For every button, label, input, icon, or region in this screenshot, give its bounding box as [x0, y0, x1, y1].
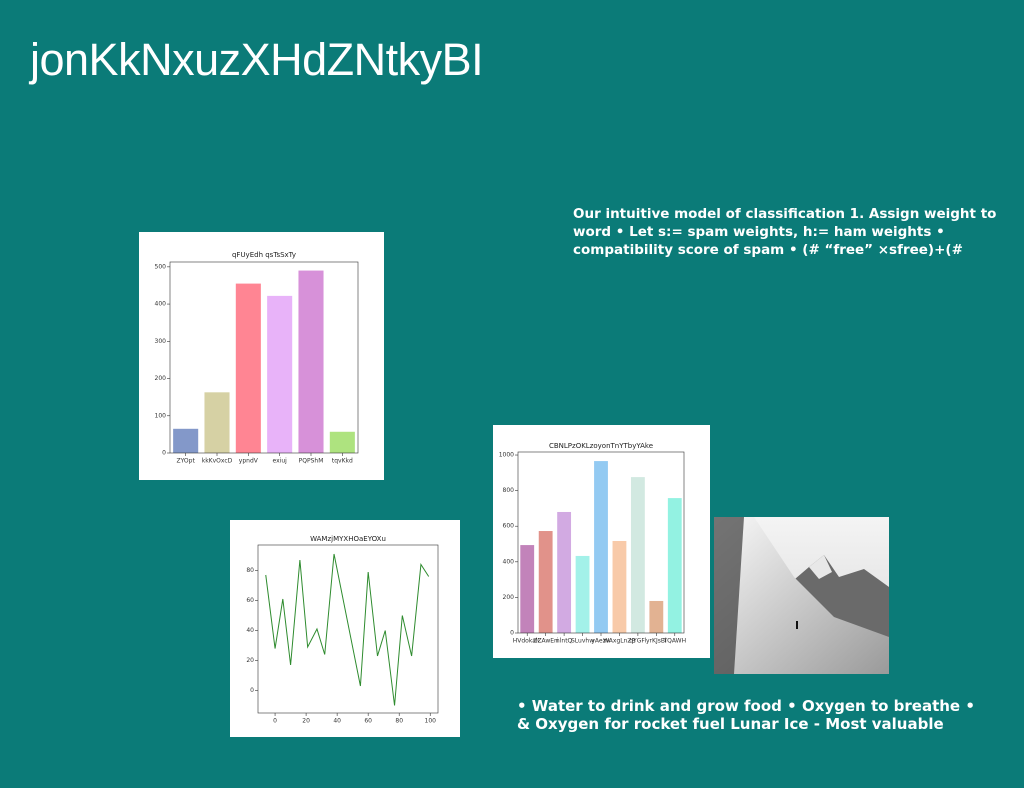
- y-tick-label: 600: [503, 523, 515, 530]
- x-tick-label: ZCAwEri: [533, 638, 558, 645]
- y-tick-label: 500: [155, 263, 167, 270]
- x-tick-label: 40: [333, 718, 341, 725]
- plot-frame: [517, 451, 685, 634]
- bar: [667, 498, 682, 633]
- bar: [575, 555, 590, 633]
- bar: [298, 270, 324, 453]
- bar: [649, 600, 664, 633]
- bar: [538, 531, 553, 633]
- x-tick-label: 80: [395, 718, 403, 725]
- chart: CBNLPzOKLzoyonTnYTbyYAke 0 200 400 600 800 100…: [493, 425, 710, 658]
- x-tick-label: 100: [425, 718, 437, 725]
- chart: qFUyEdh qsTsSxTy 0 100 200 300 400 500 ZYOpt kkK…: [139, 232, 384, 480]
- y-tick-label: 0: [250, 687, 254, 694]
- x-tick-label: ypndV: [239, 458, 259, 465]
- slide-title: jonKkNxuzXHdZNtkyBI: [30, 34, 484, 85]
- bar: [630, 477, 645, 633]
- y-tick-label: 400: [155, 301, 167, 308]
- snowcap: [809, 555, 832, 579]
- x-tick-label: 0: [273, 718, 277, 725]
- x-tick-label: qYGFl: [629, 638, 647, 645]
- bar: [235, 283, 261, 453]
- line: [265, 553, 430, 706]
- text-line: • Water to drink and grow food • Oxygen …: [517, 697, 975, 715]
- y-tick-label: 400: [503, 558, 515, 565]
- bar: [267, 295, 293, 453]
- bar: [329, 431, 355, 453]
- y-tick-label: 1000: [499, 452, 514, 459]
- chart-title: WAMzjMYXHOaEYOXu: [310, 535, 386, 543]
- x-tick-label: 20: [302, 718, 310, 725]
- bar: [204, 392, 230, 453]
- y-tick-label: 300: [155, 338, 167, 345]
- y-tick-label: 80: [246, 567, 254, 574]
- x-tick-label: SLuvhw: [571, 638, 594, 645]
- text-line: Our intuitive model of classification 1.…: [573, 206, 997, 222]
- slope: [714, 517, 889, 674]
- y-tick-label: 100: [155, 412, 167, 419]
- y-tick-label: 0: [162, 450, 166, 457]
- photo: [714, 517, 889, 674]
- x-tick-label: yAezw: [591, 638, 610, 645]
- chart: WAMzjMYXHOaEYOXu 0 20 40 60 80 0 20 40 60 80 100: [230, 520, 460, 737]
- x-tick-label: HVdokalZ: [513, 638, 542, 645]
- chart-title: CBNLPzOKLzoyonTnYTbyYAke: [549, 442, 653, 450]
- plot-frame: [257, 544, 439, 714]
- y-tick-label: 60: [246, 597, 254, 604]
- text-line: & Oxygen for rocket fuel Lunar Ice - Mos…: [517, 715, 944, 733]
- y-tick-label: 20: [246, 657, 254, 664]
- y-tick-label: 0: [510, 630, 514, 637]
- x-tick-label: nlntQ: [556, 638, 573, 645]
- text-block: Our intuitive model of classification 1.…: [573, 205, 1024, 259]
- x-tick-label: kkKvOxcD: [202, 458, 233, 465]
- text-line: word • Let s:= spam weights, h:= ham wei…: [573, 224, 945, 240]
- bar: [557, 511, 572, 633]
- plot-frame: [169, 261, 359, 454]
- bar: [594, 461, 608, 633]
- bar: [173, 428, 199, 453]
- x-tick-label: ZYOpt: [176, 458, 195, 465]
- x-tick-label: WAxgLnZB: [603, 638, 635, 645]
- text-line: compatibility score of spam • (# “free” …: [573, 242, 963, 258]
- chart-title: qFUyEdh qsTsSxTy: [232, 251, 296, 259]
- y-tick-label: 800: [503, 487, 515, 494]
- x-tick-label: yrKJsBi: [646, 638, 667, 645]
- x-tick-label: TQAWH: [662, 638, 686, 645]
- y-tick-label: 200: [503, 594, 515, 601]
- text-block: • Water to drink and grow food • Oxygen …: [517, 697, 1017, 733]
- bar: [520, 545, 535, 633]
- x-tick-label: tqvKkd: [332, 458, 353, 465]
- y-tick-label: 40: [246, 627, 254, 634]
- x-tick-label: PQPShM: [299, 458, 324, 465]
- y-tick-label: 200: [155, 375, 167, 382]
- bar: [612, 540, 627, 633]
- x-tick-label: exiuj: [273, 458, 288, 465]
- x-tick-label: 60: [364, 718, 372, 725]
- shadow: [714, 517, 744, 674]
